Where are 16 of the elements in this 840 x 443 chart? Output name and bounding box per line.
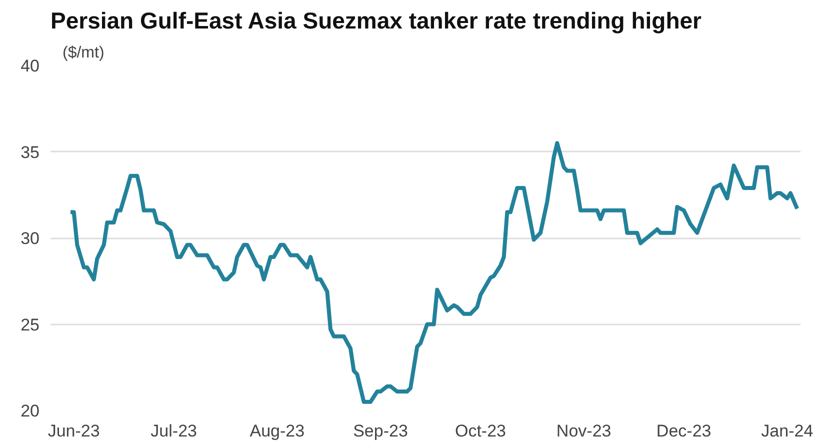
y-axis-title: ($/mt)	[62, 44, 104, 62]
x-tick-label: Nov-23	[556, 422, 612, 440]
x-tick-label: Jan-24	[761, 422, 814, 440]
x-tick-label: Jul-23	[150, 422, 197, 440]
x-tick-label: Oct-23	[454, 422, 506, 440]
y-tick-label: 30	[20, 229, 40, 248]
y-tick-label: 35	[20, 142, 40, 162]
y-tick-label: 20	[20, 402, 40, 420]
y-tick-label: 25	[20, 315, 40, 334]
y-tick-label: 40	[20, 56, 40, 76]
chart-title: Persian Gulf-East Asia Suezmax tanker rate trending higher	[50, 8, 702, 34]
x-tick-label: Sep-23	[353, 422, 408, 440]
x-tick-label: Dec-23	[656, 422, 712, 440]
line-series	[68, 141, 800, 404]
x-tick-label: Jun-23	[48, 422, 100, 440]
x-tick-label: Aug-23	[250, 422, 305, 440]
